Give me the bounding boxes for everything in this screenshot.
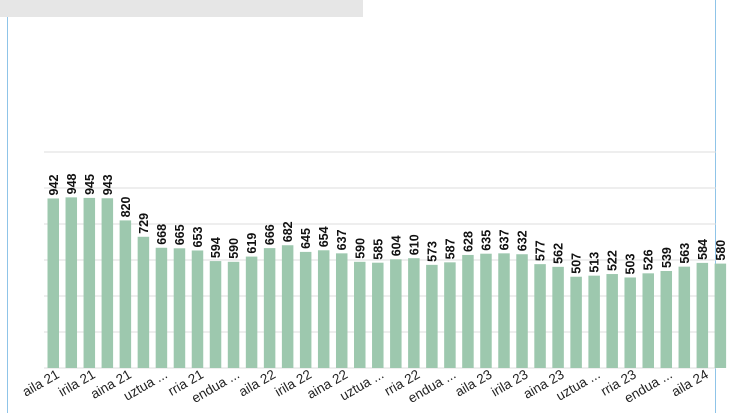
data-label: 573 — [425, 241, 439, 262]
data-label: 668 — [155, 224, 169, 245]
data-label: 628 — [461, 231, 475, 252]
bar-martxoa-21 — [83, 197, 96, 368]
data-label: 635 — [479, 230, 493, 251]
data-label: 539 — [660, 247, 674, 268]
bar-martxoa-22 — [299, 251, 312, 368]
data-label: 653 — [191, 227, 205, 248]
bar-uztaila-22 — [372, 262, 384, 368]
bar-azaroa-23 — [660, 270, 673, 368]
data-label: 945 — [83, 174, 97, 195]
bar-abendua-22 — [462, 254, 474, 368]
bar-urtarrila-22 — [263, 248, 276, 368]
data-label: 666 — [263, 224, 277, 245]
data-label: 503 — [624, 254, 638, 275]
bar-maiatza-22 — [335, 253, 348, 368]
bar-maiatza-23 — [552, 266, 564, 368]
data-label: 820 — [119, 196, 133, 217]
bar-iraila-21 — [191, 250, 204, 368]
data-label: 562 — [552, 243, 566, 264]
data-label: 682 — [281, 221, 295, 242]
data-label: 585 — [371, 239, 385, 260]
bar-urtarrila-24 — [696, 262, 709, 368]
x-tick-label: aila 22 — [236, 367, 278, 400]
data-label: 943 — [101, 174, 115, 195]
bar-iraila-23 — [624, 277, 636, 368]
data-label: 577 — [534, 240, 548, 261]
bar-urria-23 — [642, 273, 654, 368]
bar-apirila-23 — [534, 264, 546, 368]
bar-abuztua-23 — [606, 274, 618, 368]
x-tick-label: aila 21 — [20, 367, 62, 400]
bar-azaroa-22 — [444, 262, 456, 368]
bar-azaroa-21 — [227, 261, 240, 368]
data-label: 507 — [570, 253, 584, 274]
data-label: 632 — [516, 230, 530, 251]
bar-uztaila-21 — [155, 247, 168, 368]
bar-abuztua-21 — [173, 248, 186, 368]
x-tick-label: aila 23 — [453, 367, 495, 400]
x-tick-label: aila 24 — [669, 366, 711, 399]
data-label: 587 — [443, 238, 457, 259]
bar-ekaina-23 — [570, 276, 582, 368]
data-label: 637 — [498, 229, 512, 250]
data-label: 619 — [245, 233, 259, 254]
data-label: 584 — [696, 239, 710, 260]
data-label: 637 — [335, 229, 349, 250]
bar-uztaila-23 — [588, 275, 600, 368]
data-label: 580 — [714, 240, 728, 261]
data-label: 729 — [137, 213, 151, 234]
bar-otsaila-21 — [65, 197, 78, 368]
bar-apirila-22 — [317, 250, 330, 368]
chart-frame — [7, 0, 716, 413]
data-label: 513 — [588, 252, 602, 273]
data-label: 604 — [389, 235, 403, 256]
bar-urtarrila-21 — [47, 198, 59, 368]
data-label: 665 — [173, 224, 187, 245]
bar-ekaina-21 — [137, 236, 150, 368]
data-label: 590 — [227, 238, 241, 259]
bar-abuztua-22 — [390, 259, 402, 368]
data-label: 526 — [642, 249, 656, 270]
data-label: 590 — [353, 238, 367, 259]
data-label: 654 — [317, 226, 331, 247]
bar-ekaina-22 — [354, 261, 366, 368]
bar-maiatza-21 — [119, 220, 132, 368]
bar-abendua-21 — [245, 256, 258, 368]
data-label: 610 — [407, 234, 421, 255]
bar-urria-21 — [209, 261, 222, 368]
data-label: 645 — [299, 228, 313, 249]
bar-otsaila-23 — [498, 253, 510, 368]
bar-urria-22 — [426, 264, 438, 368]
data-label: 948 — [65, 173, 79, 194]
bar-abendua-23 — [678, 266, 691, 368]
bar-iraila-22 — [408, 258, 420, 368]
bar-otsaila-22 — [281, 245, 294, 368]
data-label: 942 — [47, 175, 61, 196]
data-label: 522 — [606, 250, 620, 271]
data-label: 594 — [209, 237, 223, 258]
bar-urtarrila-23 — [480, 253, 492, 368]
header-band — [0, 0, 363, 17]
bar-martxoa-23 — [516, 254, 528, 368]
bar-apirila-21 — [101, 198, 114, 368]
bar-otsaila-24 — [714, 263, 727, 368]
data-label: 563 — [678, 243, 692, 264]
